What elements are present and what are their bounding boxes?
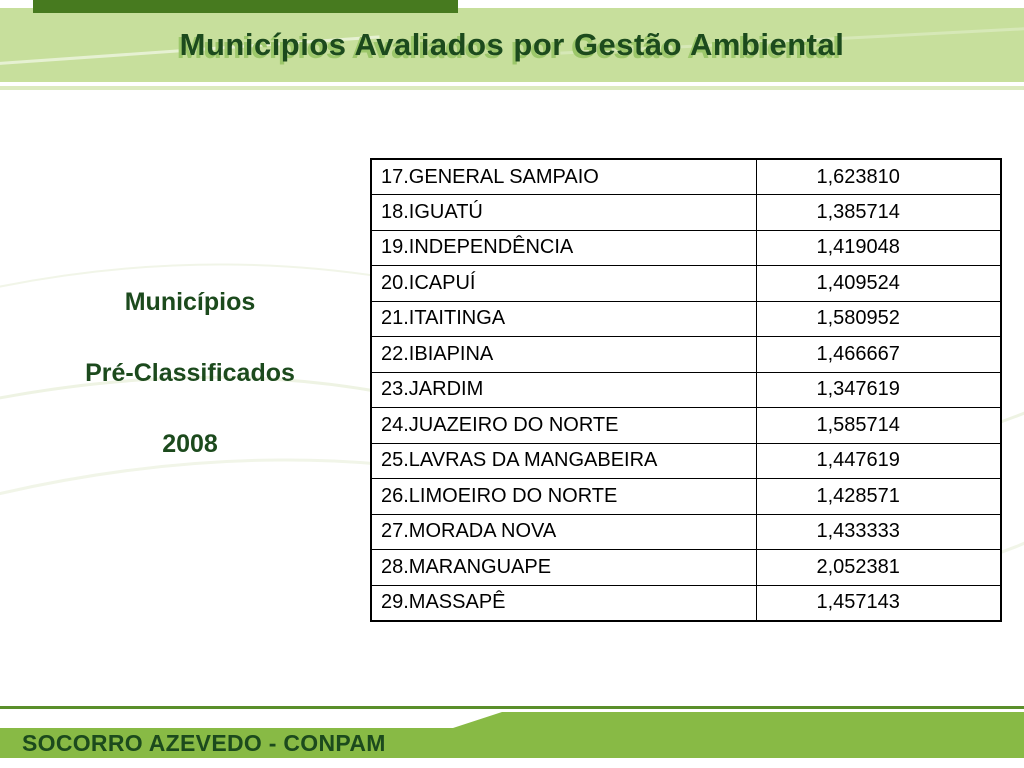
municipality-cell: 22.IBIAPINA bbox=[370, 336, 757, 373]
table-row: 18.IGUATÚ 1,385714 bbox=[370, 194, 1002, 231]
municipality-cell: 29.MASSAPÊ bbox=[370, 584, 757, 621]
table-body: 17.GENERAL SAMPAIO 1,623810 18.IGUATÚ 1,385… bbox=[370, 158, 1002, 621]
municipality-cell: 18.IGUATÚ bbox=[370, 194, 757, 231]
table-row: 26.LIMOEIRO DO NORTE 1,428571 bbox=[370, 478, 1002, 515]
municipalities-table: 17.GENERAL SAMPAIO 1,623810 18.IGUATÚ 1,385… bbox=[370, 158, 1002, 622]
value-cell: 1,623810 bbox=[755, 158, 1002, 195]
header-divider-light bbox=[0, 86, 1024, 90]
footer-credit: SOCORRO AZEVEDO - CONPAM bbox=[22, 730, 386, 756]
header-top-bar bbox=[33, 0, 458, 13]
municipality-cell: 24.JUAZEIRO DO NORTE bbox=[370, 407, 757, 444]
table-row: 19.INDEPENDÊNCIA 1,419048 bbox=[370, 229, 1002, 266]
municipality-cell: 17.GENERAL SAMPAIO bbox=[370, 158, 757, 195]
table-row: 27.MORADA NOVA 1,433333 bbox=[370, 513, 1002, 550]
page-title: Municípios Avaliados por Gestão Ambienta… bbox=[179, 27, 845, 62]
value-cell: 1,433333 bbox=[755, 513, 1002, 550]
value-cell: 1,457143 bbox=[755, 584, 1002, 621]
footer-shape bbox=[0, 706, 1024, 758]
municipality-cell: 25.LAVRAS DA MANGABEIRA bbox=[370, 442, 757, 479]
value-cell: 1,385714 bbox=[755, 194, 1002, 231]
municipality-cell: 20.ICAPUÍ bbox=[370, 265, 757, 302]
municipality-cell: 23.JARDIM bbox=[370, 371, 757, 408]
table-row: 29.MASSAPÊ 1,457143 bbox=[370, 584, 1002, 621]
table-row: 28.MARANGUAPE 2,052381 bbox=[370, 549, 1002, 586]
footer: SOCORRO AZEVEDO - CONPAM bbox=[0, 704, 1024, 768]
left-label-line-2: Pré-Classificados bbox=[85, 359, 295, 387]
table-row: 23.JARDIM 1,347619 bbox=[370, 371, 1002, 408]
value-cell: 1,580952 bbox=[755, 300, 1002, 337]
table-row: 17.GENERAL SAMPAIO 1,623810 bbox=[370, 158, 1002, 195]
value-cell: 1,409524 bbox=[755, 265, 1002, 302]
value-cell: 1,466667 bbox=[755, 336, 1002, 373]
municipality-cell: 28.MARANGUAPE bbox=[370, 549, 757, 586]
value-cell: 1,585714 bbox=[755, 407, 1002, 444]
header-divider bbox=[0, 82, 1024, 86]
left-label-line-1: Municípios bbox=[124, 288, 256, 316]
municipality-cell: 19.INDEPENDÊNCIA bbox=[370, 229, 757, 266]
header-band: Municípios Avaliados por Gestão Ambienta… bbox=[0, 8, 1024, 82]
value-cell: 1,428571 bbox=[755, 478, 1002, 515]
left-label-block: Municípios Pré-Classificados 2008 bbox=[15, 288, 365, 459]
value-cell: 1,447619 bbox=[755, 442, 1002, 479]
value-cell: 1,347619 bbox=[755, 371, 1002, 408]
municipality-cell: 26.LIMOEIRO DO NORTE bbox=[370, 478, 757, 515]
table-row: 22.IBIAPINA 1,466667 bbox=[370, 336, 1002, 373]
value-cell: 2,052381 bbox=[755, 549, 1002, 586]
municipality-cell: 21.ITAITINGA bbox=[370, 300, 757, 337]
table-row: 20.ICAPUÍ 1,409524 bbox=[370, 265, 1002, 302]
municipality-cell: 27.MORADA NOVA bbox=[370, 513, 757, 550]
table-row: 21.ITAITINGA 1,580952 bbox=[370, 300, 1002, 337]
table-row: 25.LAVRAS DA MANGABEIRA 1,447619 bbox=[370, 442, 1002, 479]
value-cell: 1,419048 bbox=[755, 229, 1002, 266]
left-label-line-3: 2008 bbox=[162, 430, 218, 458]
table-row: 24.JUAZEIRO DO NORTE 1,585714 bbox=[370, 407, 1002, 444]
municipalities-table-wrap: 17.GENERAL SAMPAIO 1,623810 18.IGUATÚ 1,385… bbox=[370, 158, 1002, 622]
